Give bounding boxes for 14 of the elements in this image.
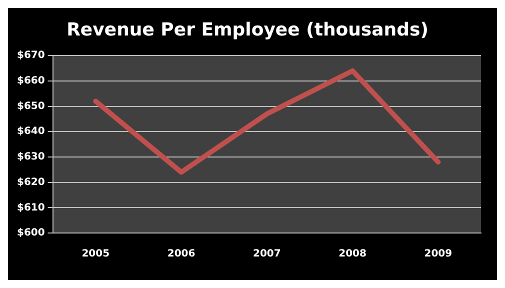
x-tick-label: 2008 <box>338 248 366 260</box>
x-tick-label: 2009 <box>424 248 452 260</box>
x-tick-label: 2005 <box>82 248 110 260</box>
y-tick-label: $650 <box>16 100 45 112</box>
y-tick-label: $610 <box>16 202 45 214</box>
y-tick-label: $600 <box>16 228 45 239</box>
x-tick-label: 2006 <box>167 248 196 260</box>
x-tick-label: 2007 <box>252 248 281 260</box>
chart-title: Revenue Per Employee (thousands) <box>66 19 428 40</box>
y-tick-label: $640 <box>16 126 45 138</box>
y-tick-label: $670 <box>16 50 45 62</box>
y-tick-label: $660 <box>16 76 45 87</box>
y-tick-label: $620 <box>16 176 45 188</box>
y-tick-label: $630 <box>16 152 45 163</box>
